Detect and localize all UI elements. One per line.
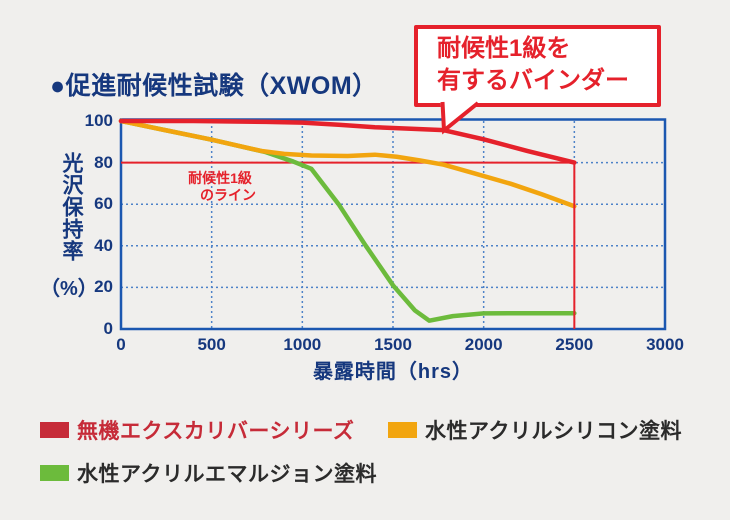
x-tick-label: 2000	[464, 335, 503, 354]
legend-item-acrylic-emulsion: 水性アクリルエマルジョン塗料	[40, 458, 377, 488]
y-axis-unit: （%）	[40, 278, 98, 300]
x-tick-label: 0	[116, 335, 126, 354]
reference-line-label-line1: 耐候性1級	[188, 170, 252, 186]
x-tick-label: 3000	[646, 335, 684, 354]
x-tick-label: 500	[197, 335, 226, 354]
legend-swatch-orange	[388, 422, 417, 438]
y-tick-label: 80	[94, 152, 113, 172]
y-tick-label: 0	[103, 319, 113, 338]
y-axis-title: 光沢保持率	[60, 152, 83, 262]
legend-item-inorganic-excalibur: 無機エクスカリバーシリーズ	[40, 415, 354, 445]
legend-swatch-red	[40, 422, 69, 438]
page-title: ●促進耐候性試験（XWOM）	[50, 72, 378, 100]
callout-box	[414, 25, 661, 107]
legend-label: 水性アクリルシリコン塗料	[425, 420, 682, 443]
callout-text-line1: 耐候性1級を	[437, 35, 571, 62]
legend-item-acrylic-silicone: 水性アクリルシリコン塗料	[388, 415, 682, 445]
callout-text: 耐候性1級を 有するバインダー	[437, 33, 629, 97]
y-tick-label: 60	[94, 194, 113, 214]
x-tick-label: 1000	[283, 335, 322, 354]
reference-line-label-line2: のライン	[200, 187, 256, 203]
legend-swatch-green	[40, 465, 69, 481]
legend-label: 無機エクスカリバーシリーズ	[77, 420, 355, 443]
callout-text-line2: 有するバインダー	[437, 67, 629, 94]
y-tick-label: 100	[84, 111, 113, 130]
legend-label: 水性アクリルエマルジョン塗料	[77, 463, 377, 486]
x-axis-title: 暴露時間（hrs）	[312, 361, 474, 383]
x-tick-label: 1500	[374, 335, 412, 354]
y-tick-label: 20	[94, 277, 113, 297]
reference-line-label: 耐候性1級 のライン	[178, 170, 262, 204]
x-tick-label: 2500	[555, 335, 594, 354]
y-tick-label: 40	[94, 235, 113, 255]
